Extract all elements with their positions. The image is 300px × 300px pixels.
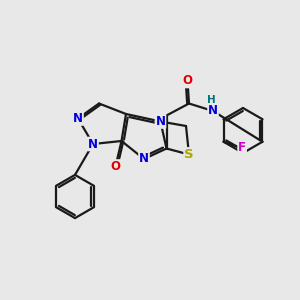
Text: H: H [206,94,215,105]
Text: N: N [73,112,83,125]
Text: F: F [238,141,246,154]
Text: O: O [110,160,121,173]
Text: O: O [182,74,193,88]
Text: N: N [139,152,149,166]
Text: N: N [208,104,218,118]
Text: N: N [155,115,166,128]
Text: S: S [184,148,194,161]
Text: N: N [88,137,98,151]
